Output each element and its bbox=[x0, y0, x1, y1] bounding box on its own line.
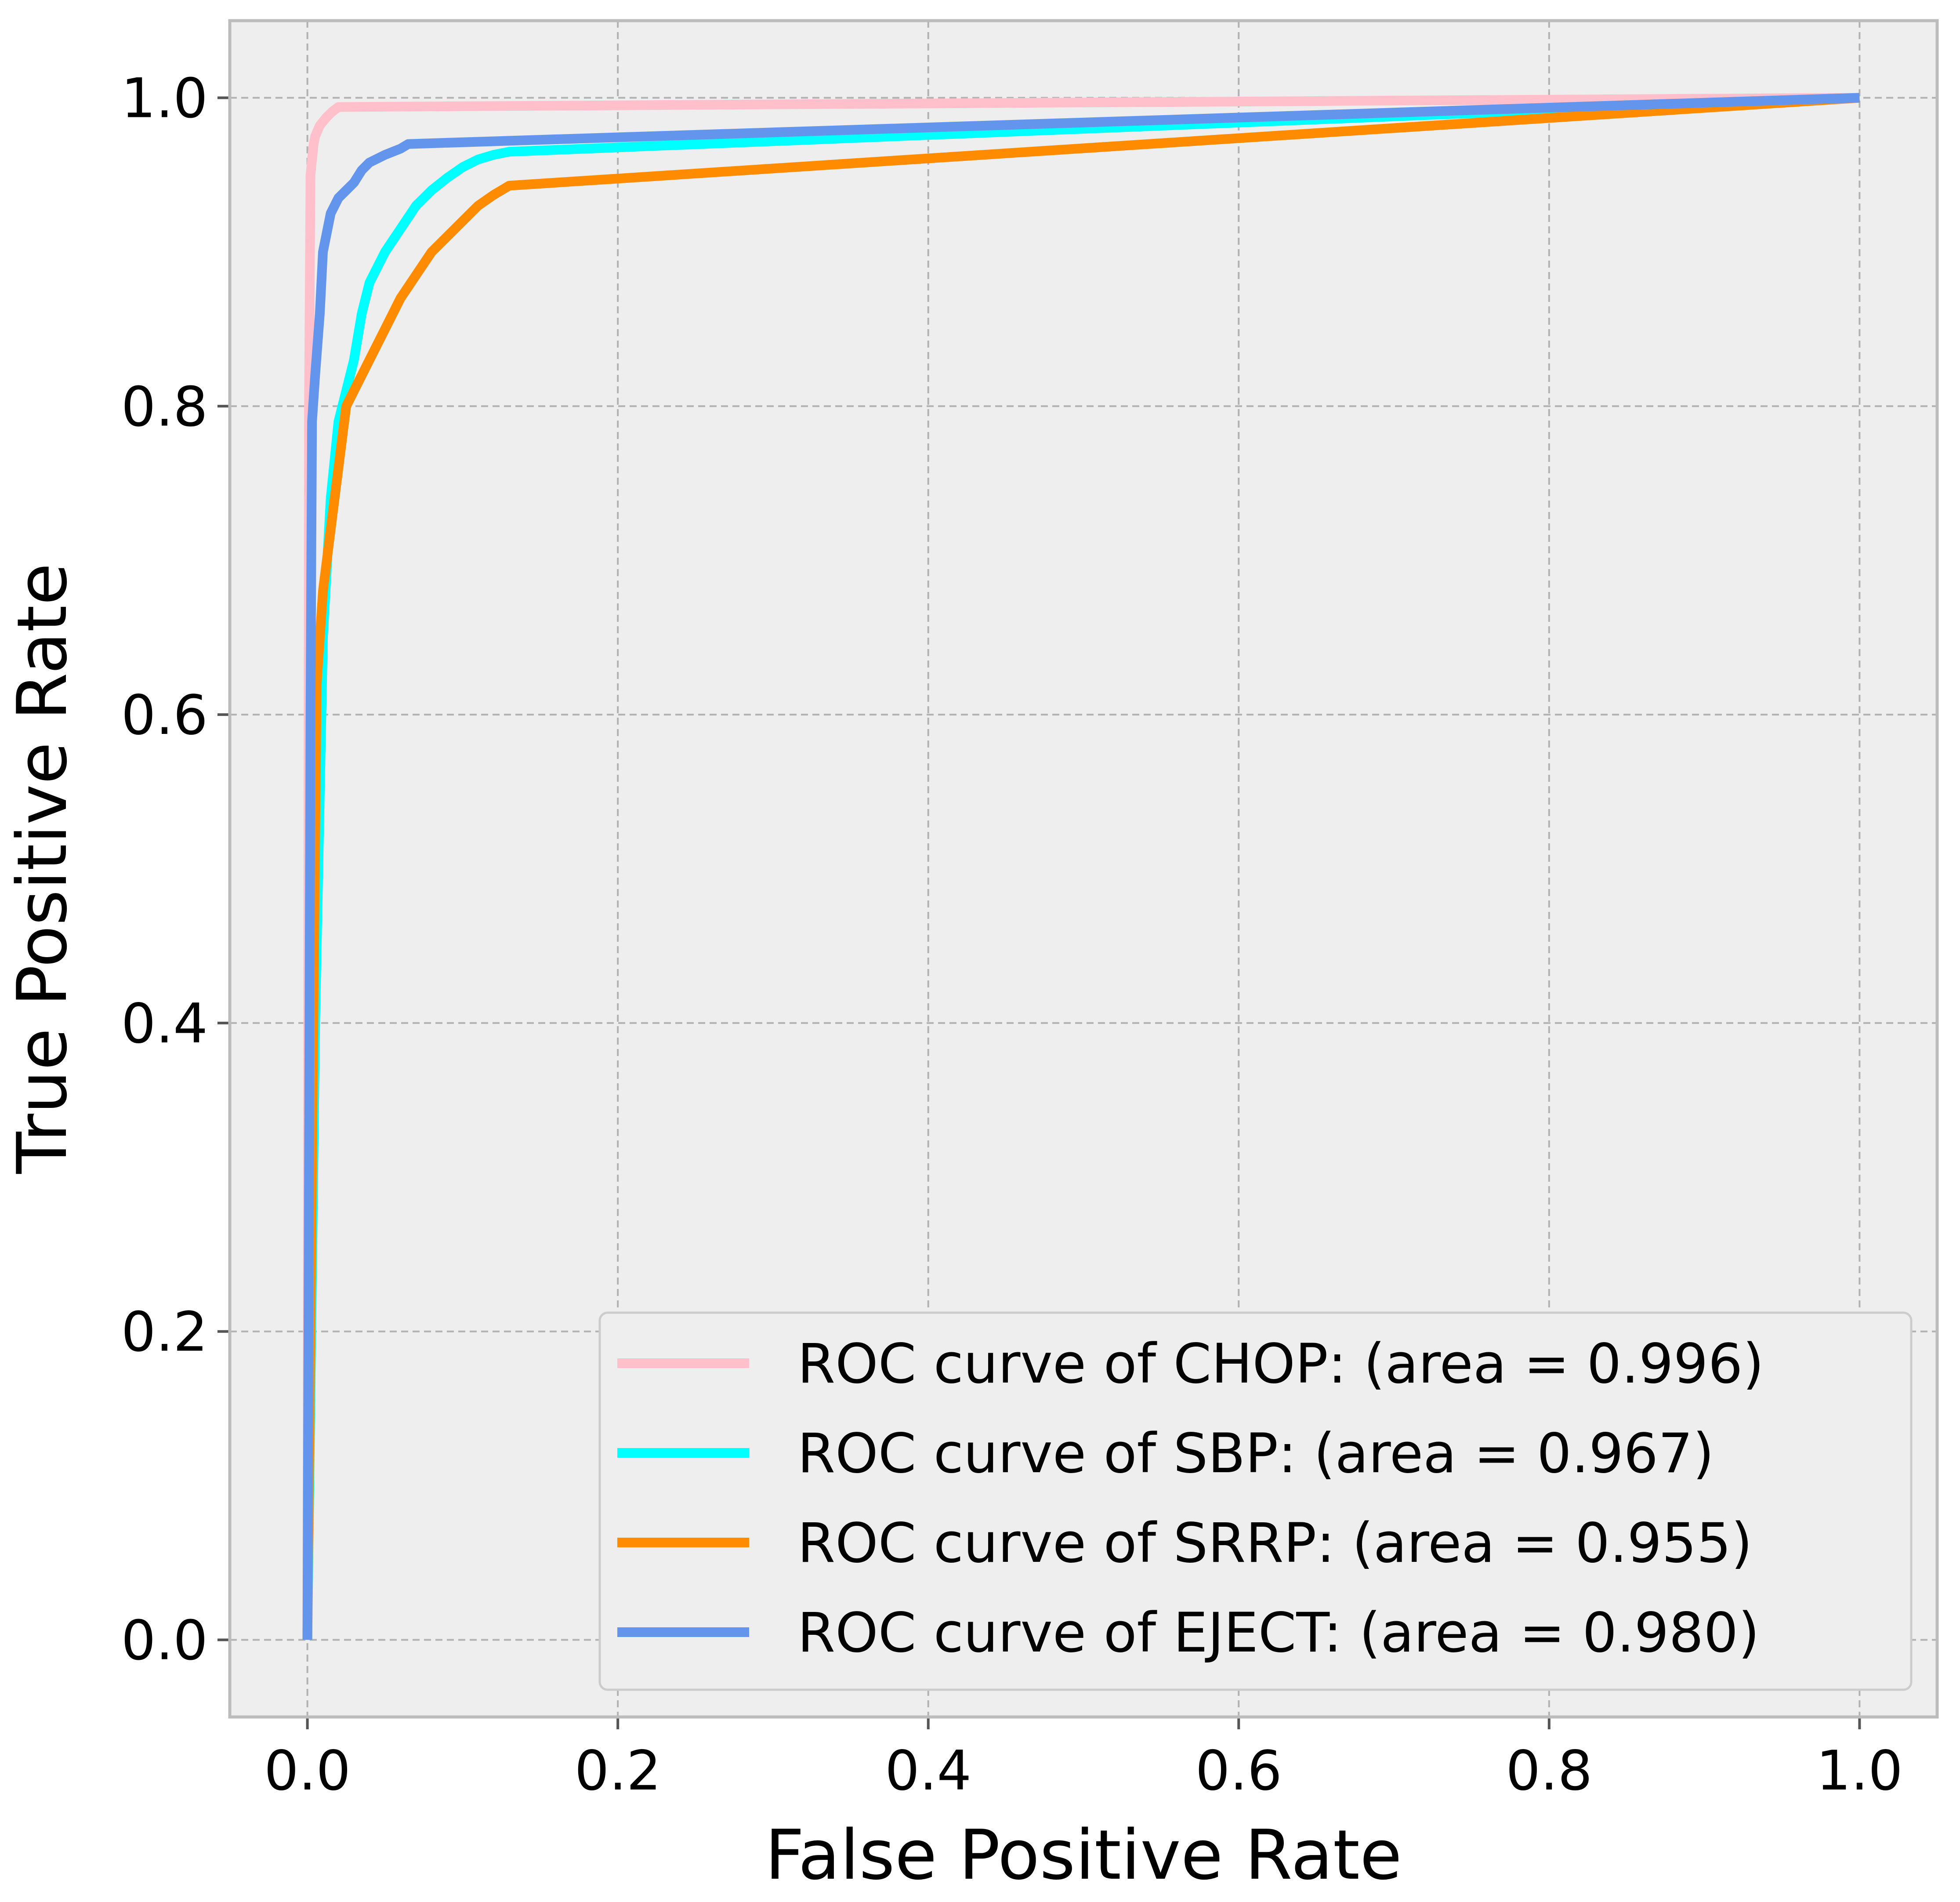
x-axis-label: False Positive Rate bbox=[765, 1815, 1402, 1895]
series-lines bbox=[302, 93, 1860, 1640]
legend-label: ROC curve of SRRP: (area = 0.955) bbox=[797, 1512, 1753, 1575]
axis-ticks bbox=[217, 96, 1861, 1729]
x-tick-label: 0.8 bbox=[1506, 1739, 1592, 1803]
x-tick-label: 0.6 bbox=[1196, 1739, 1282, 1803]
y-tick-label: 0.4 bbox=[121, 992, 208, 1056]
x-tick-label: 0.0 bbox=[264, 1739, 351, 1803]
legend-frame bbox=[598, 1311, 1913, 1691]
legend: ROC curve of CHOP: (area = 0.996) ROC cur… bbox=[598, 1311, 1913, 1691]
roc-series-3 bbox=[302, 93, 1860, 1640]
roc-series-0 bbox=[302, 93, 1860, 1640]
x-tick-label: 0.2 bbox=[575, 1739, 661, 1803]
plot-frame bbox=[228, 19, 1939, 1719]
y-tick-label: 1.0 bbox=[121, 67, 208, 130]
legend-label: ROC curve of CHOP: (area = 0.996) bbox=[797, 1332, 1764, 1396]
legend-label: ROC curve of EJECT: (area = 0.980) bbox=[797, 1601, 1760, 1665]
y-tick-label: 0.0 bbox=[121, 1609, 208, 1673]
x-tick-labels: 0.0 0.2 0.4 0.6 0.8 1.0 bbox=[264, 1739, 1903, 1803]
y-tick-label: 0.8 bbox=[121, 375, 208, 439]
y-axis-label: True Positive Rate bbox=[2, 563, 82, 1174]
legend-label: ROC curve of SBP: (area = 0.967) bbox=[797, 1422, 1714, 1485]
y-tick-label: 0.2 bbox=[121, 1301, 208, 1364]
y-tick-labels: 0.0 0.2 0.4 0.6 0.8 1.0 bbox=[121, 67, 208, 1672]
y-tick-label: 0.6 bbox=[121, 684, 208, 747]
roc-series-2 bbox=[302, 93, 1860, 1640]
x-tick-label: 0.4 bbox=[885, 1739, 971, 1803]
x-tick-label: 1.0 bbox=[1816, 1739, 1903, 1803]
